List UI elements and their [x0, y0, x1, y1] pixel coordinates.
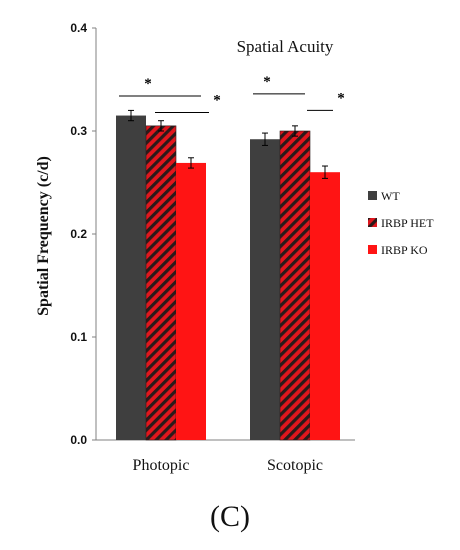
panel-label: (C)	[210, 500, 250, 533]
significance-star: *	[144, 76, 152, 92]
chart-title: Spatial Acuity	[237, 37, 334, 56]
bar-irbp-ko-photopic	[176, 162, 206, 440]
spatial-acuity-chart: Spatial Acuity Spatial Frequency (c/d) 0…	[35, 21, 434, 474]
y-tick-label: 0.2	[70, 227, 87, 241]
bar-irbp-het-scotopic	[279, 130, 311, 441]
y-tick-label: 0.0	[70, 433, 87, 447]
legend-label: IRBP HET	[381, 216, 434, 230]
bar-wt-scotopic	[250, 139, 280, 441]
bar-irbp-ko-scotopic	[310, 172, 340, 440]
legend: WT IRBP HET IRBP KO	[368, 189, 434, 257]
bar-wt-photopic	[116, 115, 146, 441]
y-tick-label: 0.1	[70, 330, 87, 344]
significance-star: *	[337, 90, 345, 106]
legend-swatch	[368, 191, 377, 200]
x-tick-label-scotopic: Scotopic	[267, 457, 323, 474]
significance-annotations: * * * *	[119, 74, 345, 113]
legend-label: IRBP KO	[381, 243, 428, 257]
significance-star: *	[263, 74, 271, 90]
y-axis-ticks: 0.0 0.1 0.2 0.3 0.4	[70, 21, 96, 447]
y-axis-label: Spatial Frequency (c/d)	[35, 156, 52, 316]
legend-swatch	[368, 218, 377, 227]
y-tick-label: 0.3	[70, 124, 87, 138]
bar-irbp-het-photopic	[145, 125, 177, 441]
bars	[116, 115, 340, 441]
error-bars	[128, 109, 328, 179]
y-tick-label: 0.4	[70, 21, 87, 35]
legend-label: WT	[381, 189, 400, 203]
x-tick-label-photopic: Photopic	[133, 457, 190, 474]
significance-star: *	[213, 92, 221, 108]
legend-swatch	[368, 245, 377, 254]
x-axis-labels: Photopic Scotopic	[133, 457, 323, 474]
